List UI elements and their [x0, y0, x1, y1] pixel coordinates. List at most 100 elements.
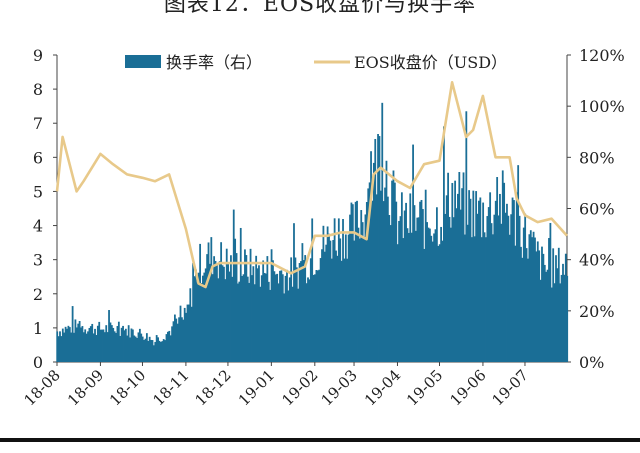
turnover-bar	[499, 193, 501, 362]
turnover-bar	[84, 329, 87, 362]
x-tick-label: 19-05	[403, 366, 446, 409]
turnover-bar	[472, 190, 475, 362]
turnover-bar	[539, 279, 542, 362]
turnover-bar	[239, 227, 242, 362]
turnover-bar	[500, 223, 503, 362]
turnover-bar	[420, 199, 423, 362]
turnover-bar	[326, 226, 329, 362]
turnover-bar	[297, 288, 300, 362]
turnover-bar	[308, 279, 311, 362]
x-tick-label: 19-02	[278, 366, 321, 409]
turnover-bar	[318, 269, 321, 362]
turnover-bar	[557, 247, 560, 362]
turnover-bar	[337, 218, 340, 362]
turnover-bar	[396, 244, 399, 362]
turnover-bar	[427, 227, 430, 362]
turnover-bar	[101, 329, 103, 362]
turnover-bar	[426, 222, 428, 362]
turnover-bar	[263, 272, 266, 362]
y-left-tick-label: 9	[33, 46, 43, 65]
turnover-bar	[534, 237, 536, 362]
turnover-bar	[527, 258, 529, 362]
turnover-bar	[354, 201, 357, 362]
turnover-bar	[113, 331, 116, 362]
turnover-bar	[151, 340, 154, 362]
turnover-bar	[110, 325, 113, 362]
turnover-bar	[364, 214, 367, 362]
turnover-bar	[129, 337, 131, 362]
turnover-bar	[402, 238, 405, 362]
turnover-bar	[168, 330, 171, 362]
turnover-bar	[494, 200, 497, 362]
turnover-bar	[234, 238, 237, 362]
turnover-bar	[91, 323, 94, 362]
turnover-bar	[122, 325, 124, 362]
turnover-bar	[517, 165, 520, 362]
turnover-bar	[335, 250, 337, 362]
y-right-tick-label: 120%	[579, 46, 625, 65]
turnover-bar	[375, 194, 378, 362]
turnover-bar	[74, 319, 77, 362]
turnover-bar	[566, 275, 569, 362]
turnover-bar	[210, 237, 213, 362]
turnover-bar	[552, 248, 555, 362]
turnover-bar	[186, 304, 189, 362]
turnover-bar	[465, 111, 468, 362]
turnover-bar	[398, 220, 400, 362]
turnover-bar	[130, 328, 133, 362]
legend-label-price: EOS收盘价（USD）	[354, 53, 507, 72]
turnover-bar	[458, 172, 461, 362]
turnover-bar	[489, 192, 492, 362]
turnover-bar	[431, 241, 434, 362]
turnover-bar	[197, 272, 200, 362]
turnover-bar	[309, 258, 312, 362]
turnover-bar	[148, 336, 151, 362]
turnover-bar	[417, 217, 420, 362]
turnover-bar	[492, 234, 494, 362]
turnover-bar	[528, 234, 531, 362]
turnover-bar	[365, 202, 368, 362]
y-left-tick-label: 3	[33, 251, 43, 270]
turnover-bar	[244, 249, 246, 362]
turnover-bar	[459, 209, 462, 362]
turnover-bar	[286, 269, 288, 362]
turnover-bar	[145, 333, 148, 362]
turnover-bar	[102, 329, 105, 362]
turnover-bar	[381, 102, 384, 363]
turnover-bar	[209, 263, 211, 362]
turnover-bar	[200, 283, 203, 362]
turnover-bar	[136, 337, 138, 362]
turnover-bar	[94, 328, 96, 362]
turnover-bar	[454, 180, 457, 362]
turnover-bar	[103, 332, 106, 362]
turnover-bar	[273, 271, 276, 362]
turnover-bar	[503, 182, 506, 362]
turnover-bar	[409, 193, 412, 362]
turnover-bar	[80, 327, 82, 362]
turnover-bar	[556, 268, 559, 362]
turnover-bar	[361, 222, 364, 362]
turnover-bar	[399, 216, 402, 362]
x-tick-label: 18-08	[21, 366, 64, 409]
turnover-bar	[108, 310, 110, 362]
turnover-bar	[237, 283, 239, 362]
y-left-tick-label: 8	[33, 80, 43, 99]
turnover-bar	[508, 234, 511, 362]
turnover-bar	[330, 258, 333, 362]
turnover-bar	[395, 201, 398, 362]
turnover-bar	[88, 327, 91, 362]
turnover-bar	[377, 134, 379, 362]
y-left-tick-label: 6	[33, 148, 43, 167]
turnover-bar	[57, 336, 60, 362]
turnover-bar	[260, 275, 263, 362]
price-line-group	[55, 81, 568, 289]
turnover-bar	[336, 255, 339, 362]
turnover-bar	[483, 232, 486, 362]
turnover-bar	[486, 216, 489, 362]
turnover-bar	[92, 333, 95, 362]
turnover-bar	[206, 254, 209, 362]
turnover-bar	[235, 253, 238, 362]
turnover-bar	[274, 274, 277, 362]
turnover-bar	[451, 182, 454, 362]
turnover-bar	[133, 335, 136, 362]
